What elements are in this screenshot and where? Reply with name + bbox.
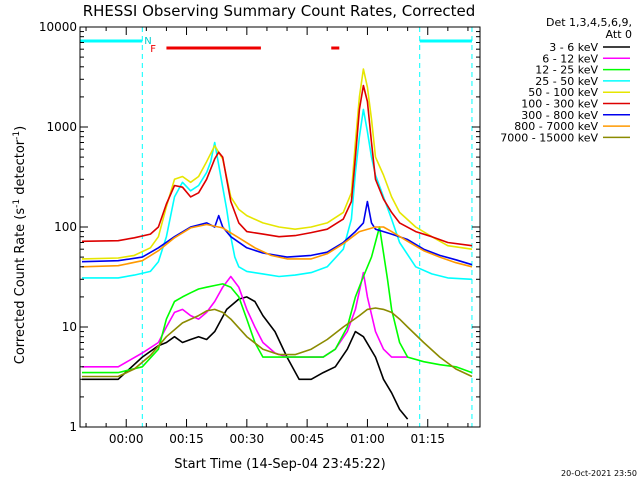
legend-label-2: 6 - 12 keV xyxy=(542,52,598,65)
axes: 1 10 100 1000 10000 00:00 00:15 00:30 00:45 01:00… xyxy=(39,20,481,446)
x-tick-label: 01:00 xyxy=(350,432,385,446)
series-line-6 xyxy=(81,84,473,247)
x-tick-label: 01:15 xyxy=(410,432,445,446)
series-line-8 xyxy=(81,223,473,268)
series-curves xyxy=(81,68,473,420)
y-tick-label: 1000 xyxy=(46,120,77,134)
y-tick-label: 100 xyxy=(54,220,77,234)
x-tick-label: 00:45 xyxy=(290,432,325,446)
x-tick-label: 00:00 xyxy=(109,432,144,446)
detector-info: Det 1,3,4,5,6,9, xyxy=(546,16,632,29)
legend-label-1: 3 - 6 keV xyxy=(549,41,598,54)
night-flag-label: N xyxy=(144,36,151,47)
y-axis-label: Corrected Count Rate (s-1 detector-1) xyxy=(12,126,28,364)
legend-label-4: 25 - 50 keV xyxy=(535,75,598,88)
flare-flag-label: F xyxy=(150,44,156,55)
x-axis-label: Start Time (14-Sep-04 23:45:22) xyxy=(174,457,385,472)
x-tick-label: 00:30 xyxy=(230,432,265,446)
legend-label-9: 7000 - 15000 keV xyxy=(500,131,598,144)
chart-title: RHESSI Observing Summary Count Rates, Co… xyxy=(83,2,476,20)
legend-label-6: 100 - 300 keV xyxy=(521,98,598,111)
series-line-7 xyxy=(81,200,473,266)
footer-date: 20-Oct-2021 23:50 xyxy=(561,469,637,478)
attenuator-info: Att 0 xyxy=(606,28,632,41)
legend-label-3: 12 - 25 keV xyxy=(535,64,598,77)
y-tick-label: 10000 xyxy=(39,20,77,34)
series-line-1 xyxy=(82,296,409,420)
series-line-9 xyxy=(82,307,473,378)
series-line-2 xyxy=(82,271,408,368)
legend-label-5: 50 - 100 keV xyxy=(528,86,598,99)
y-tick-label: 10 xyxy=(62,320,77,334)
series-line-3 xyxy=(82,226,473,374)
legend-label-8: 800 - 7000 keV xyxy=(514,120,598,133)
series-line-5 xyxy=(81,68,473,260)
legend-label-7: 300 - 800 keV xyxy=(521,109,598,122)
x-tick-label: 00:15 xyxy=(169,432,204,446)
y-tick-label: 1 xyxy=(69,420,77,434)
series-line-4 xyxy=(82,108,473,281)
